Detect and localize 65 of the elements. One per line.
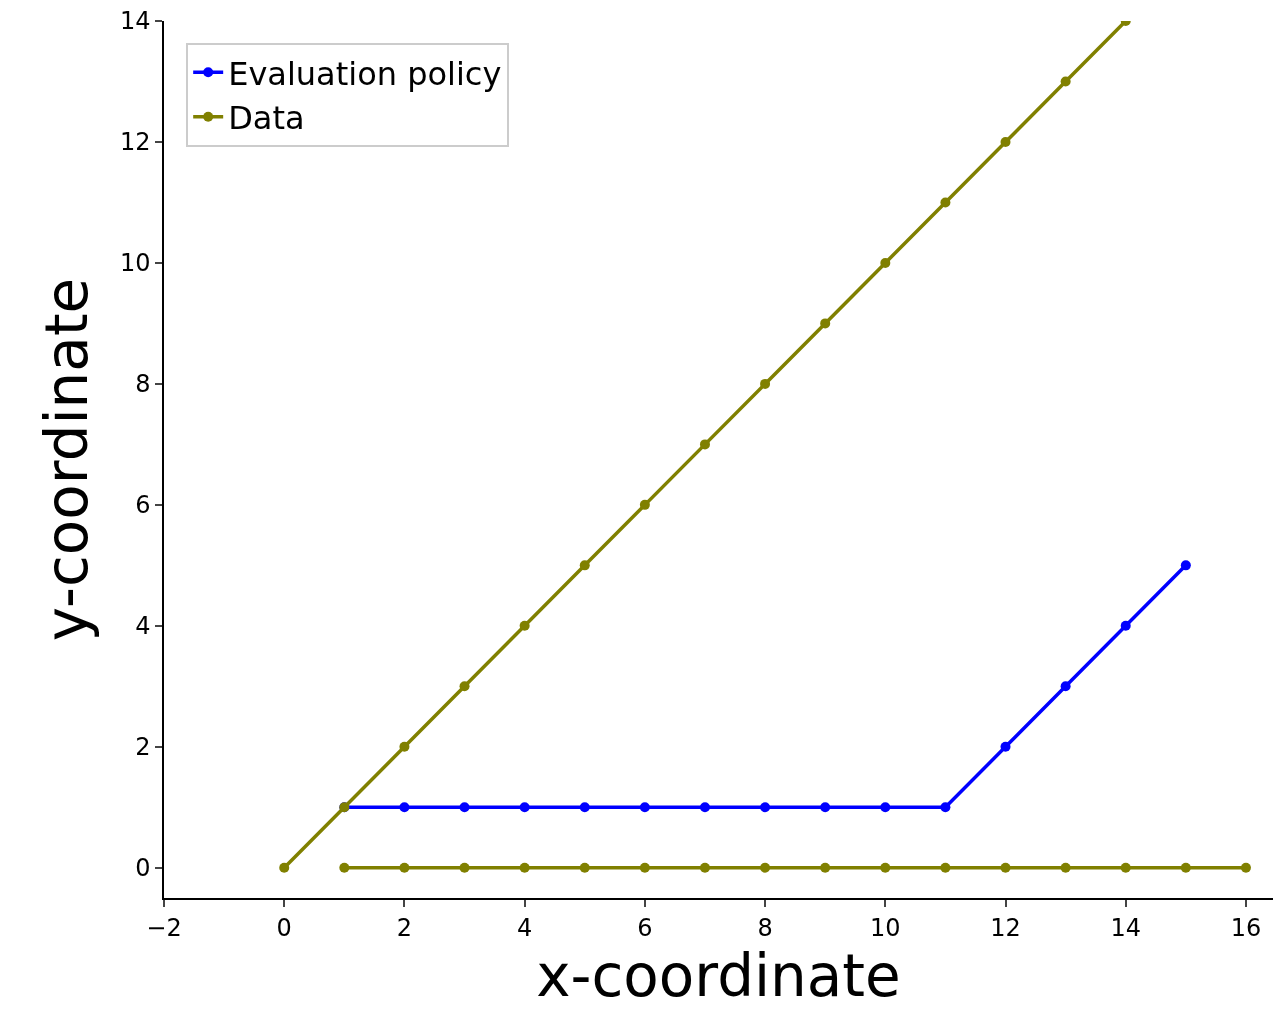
x-tick-label: 10 bbox=[870, 913, 901, 942]
point bbox=[579, 862, 590, 873]
y-tick-label: 10 bbox=[119, 249, 151, 278]
point bbox=[1060, 681, 1071, 692]
point bbox=[1240, 862, 1251, 873]
x-tick-label: 8 bbox=[757, 913, 773, 942]
point bbox=[459, 681, 470, 692]
point bbox=[1000, 862, 1011, 873]
point bbox=[519, 862, 530, 873]
point bbox=[579, 560, 590, 571]
point bbox=[1180, 862, 1191, 873]
point bbox=[459, 802, 470, 813]
x-tick-label: 12 bbox=[990, 913, 1021, 942]
point bbox=[639, 862, 650, 873]
point bbox=[699, 802, 710, 813]
point bbox=[279, 862, 290, 873]
y-tick-label: 8 bbox=[135, 370, 151, 399]
x-tick-label: 0 bbox=[276, 913, 292, 942]
point bbox=[940, 197, 951, 208]
x-axis-title: x-coordinate bbox=[536, 941, 901, 1010]
point bbox=[820, 802, 831, 813]
x-tick-label: 2 bbox=[396, 913, 413, 942]
point bbox=[880, 802, 891, 813]
point bbox=[880, 257, 891, 268]
x-tick-label: −2 bbox=[146, 913, 182, 942]
point bbox=[1000, 741, 1011, 752]
point bbox=[399, 741, 410, 752]
point bbox=[1180, 560, 1191, 571]
point bbox=[519, 620, 530, 631]
x-tick-label: 6 bbox=[637, 913, 653, 942]
x-tick-label: 14 bbox=[1110, 913, 1141, 942]
y-tick-label: 12 bbox=[119, 128, 151, 157]
point bbox=[1000, 136, 1011, 147]
point bbox=[940, 802, 951, 813]
point bbox=[699, 439, 710, 450]
point bbox=[820, 862, 831, 873]
point bbox=[639, 499, 650, 510]
point bbox=[339, 862, 350, 873]
y-axis-title: y-coordinate bbox=[32, 277, 101, 642]
point bbox=[399, 802, 410, 813]
point bbox=[820, 318, 831, 329]
legend-label: Evaluation policy bbox=[228, 54, 502, 93]
y-tick-label: 4 bbox=[135, 612, 151, 641]
point bbox=[519, 802, 530, 813]
point bbox=[940, 862, 951, 873]
point bbox=[1060, 862, 1071, 873]
point bbox=[760, 802, 771, 813]
x-tick-label: 16 bbox=[1230, 913, 1262, 942]
point bbox=[760, 378, 771, 389]
point bbox=[399, 862, 410, 873]
point bbox=[880, 862, 891, 873]
point bbox=[760, 862, 771, 873]
point bbox=[1120, 620, 1131, 631]
point bbox=[459, 862, 470, 873]
y-tick-label: 0 bbox=[135, 854, 151, 883]
y-tick-label: 14 bbox=[119, 7, 151, 36]
y-tick-label: 2 bbox=[135, 733, 151, 762]
point bbox=[639, 802, 650, 813]
x-tick-label: 4 bbox=[517, 913, 533, 942]
point bbox=[699, 862, 710, 873]
point bbox=[579, 802, 590, 813]
point bbox=[1120, 862, 1131, 873]
point bbox=[1060, 76, 1071, 87]
y-tick-label: 6 bbox=[135, 491, 151, 520]
legend-label: Data bbox=[228, 99, 305, 138]
